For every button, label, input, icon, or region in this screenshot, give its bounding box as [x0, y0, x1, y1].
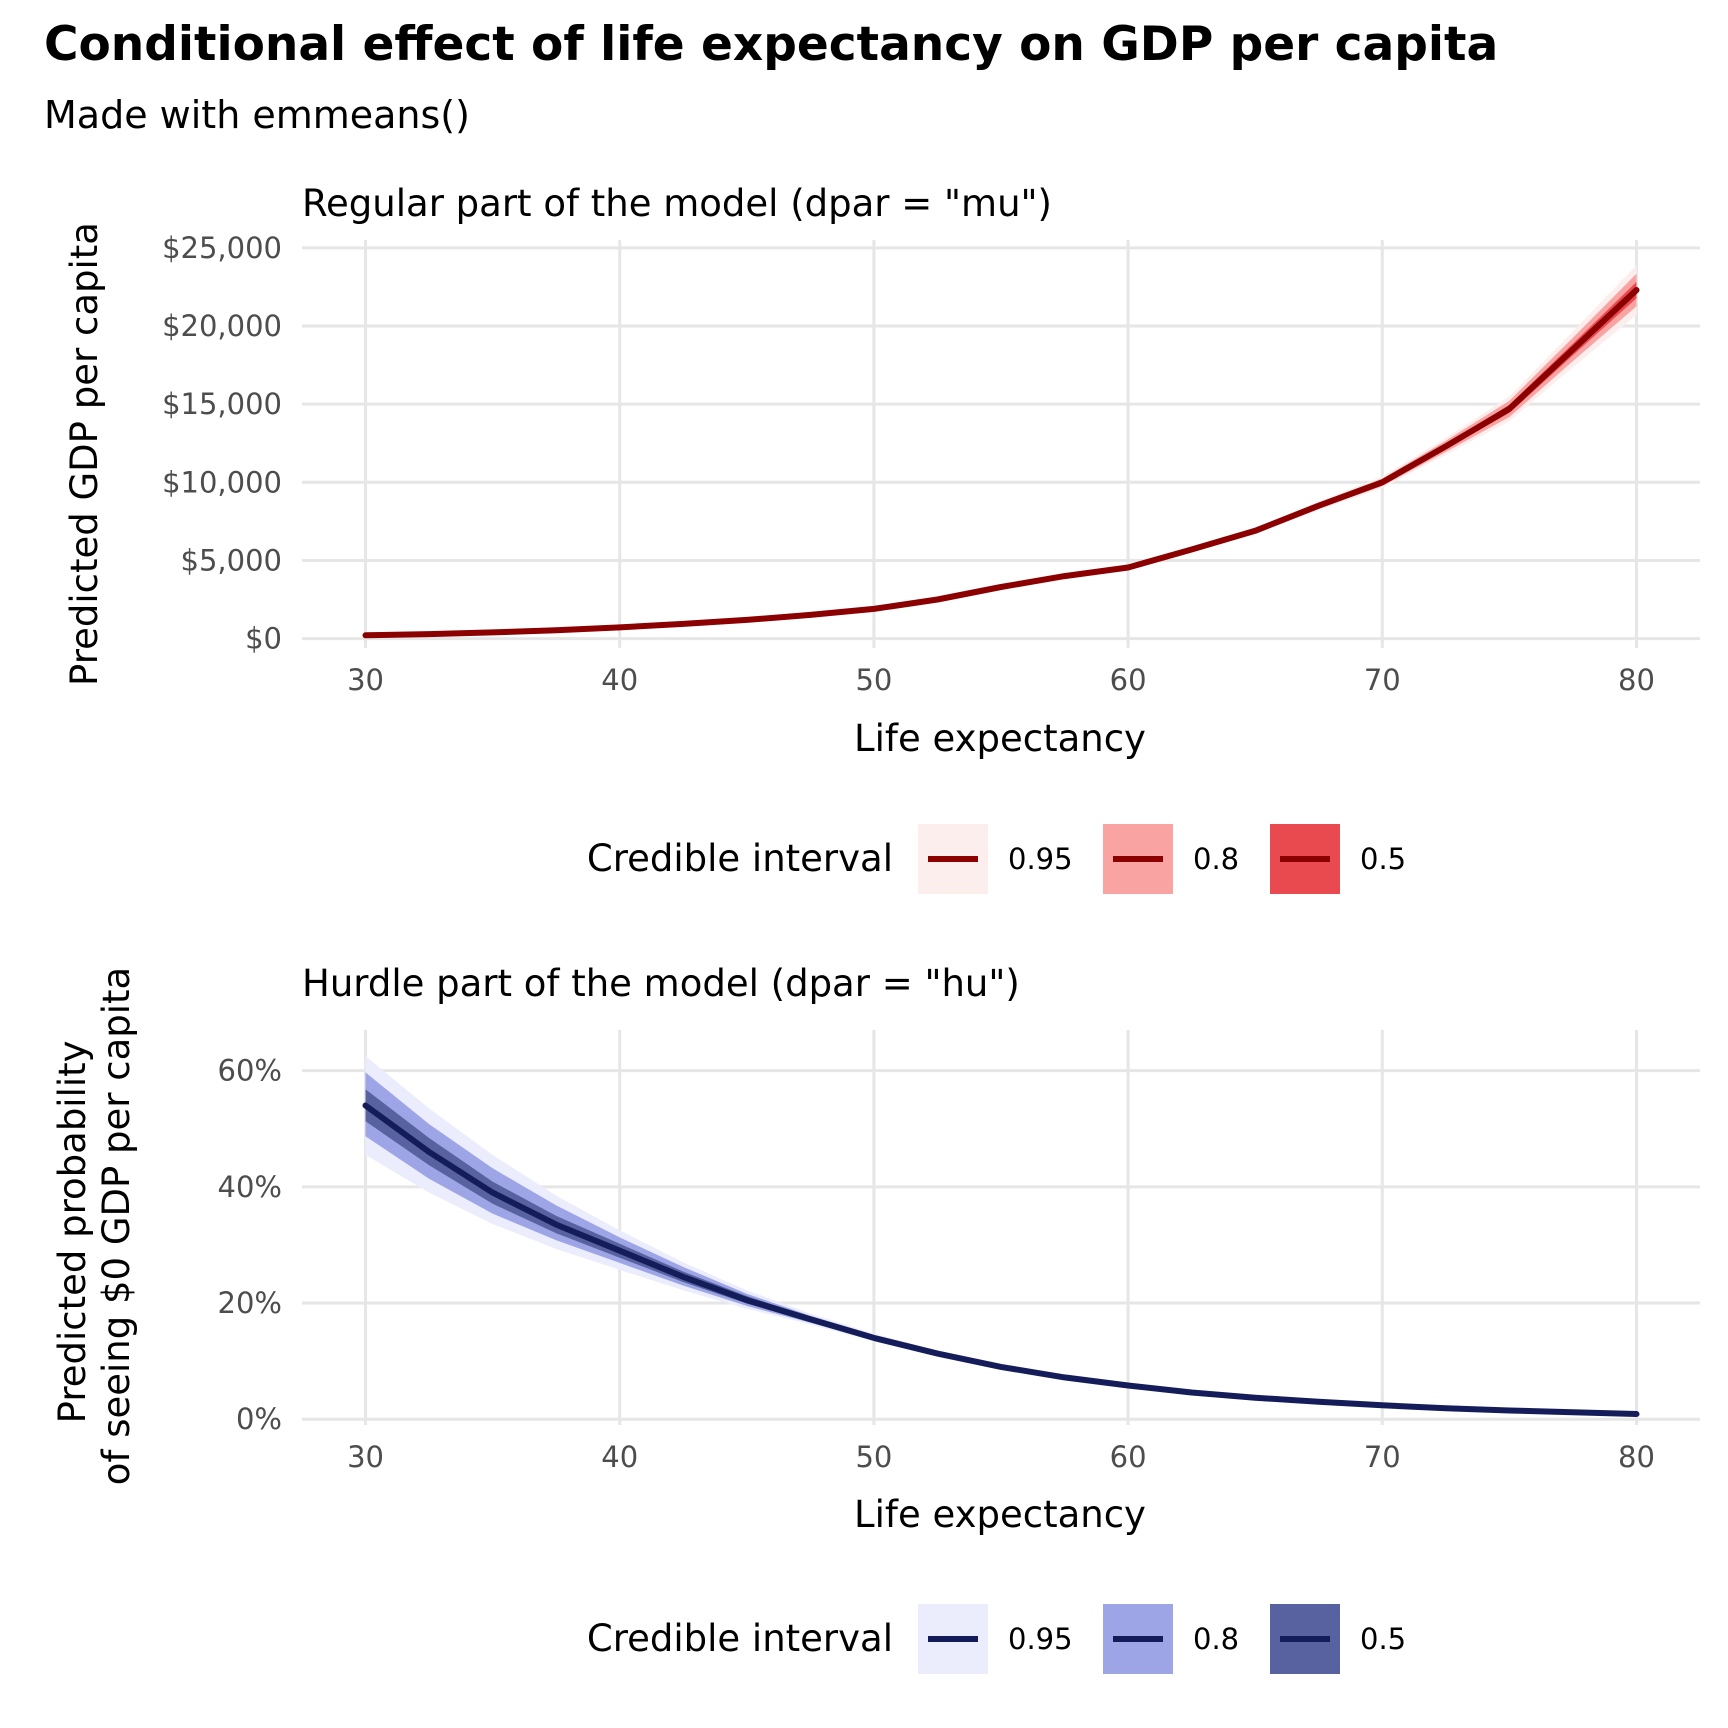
x-tick-label: 40	[601, 1440, 638, 1474]
credible-bands	[365, 265, 1637, 636]
y-tick-label: $5,000	[181, 543, 282, 577]
x-axis-title: Life expectancy	[854, 1493, 1146, 1536]
panel-title-mu: Regular part of the model (dpar = "mu")	[302, 182, 1052, 225]
x-tick-labels: 30 40 50 60 70 80	[347, 663, 1655, 697]
y-tick-label: 20%	[218, 1286, 282, 1320]
y-axis-title-line-1: Predicted probability	[51, 1040, 94, 1423]
x-tick-label: 80	[1618, 1440, 1655, 1474]
x-tick-label: 30	[347, 663, 384, 697]
legend-label: 0.8	[1193, 1622, 1239, 1656]
x-tick-label: 70	[1364, 1440, 1401, 1474]
credible-bands	[365, 1056, 1637, 1416]
x-tick-label: 50	[855, 1440, 892, 1474]
series-line	[362, 1102, 1640, 1417]
legend-key-0.95: 0.95	[918, 824, 1073, 894]
y-tick-label: $15,000	[162, 387, 282, 421]
chart-panel-mu: Regular part of the model (dpar = "mu") …	[63, 182, 1700, 894]
credible-band-ci50	[365, 281, 1637, 636]
y-axis-title: Predicted probability of seeing $0 GDP p…	[51, 967, 138, 1485]
x-tick-label: 70	[1364, 663, 1401, 697]
legend-title: Credible interval	[587, 837, 893, 880]
credible-band-ci80	[365, 1072, 1637, 1416]
series-lines	[362, 287, 1640, 639]
y-tick-label: $25,000	[162, 231, 282, 265]
legend-label: 0.5	[1360, 1622, 1406, 1656]
x-tick-label: 30	[347, 1440, 384, 1474]
legend-hu: Credible interval 0.95 0.8 0.5	[587, 1604, 1406, 1674]
legend-key-0.5: 0.5	[1270, 1604, 1406, 1674]
x-tick-label: 60	[1110, 663, 1147, 697]
legend-label: 0.8	[1193, 842, 1239, 876]
figure-title: Conditional effect of life expectancy on…	[44, 17, 1498, 72]
legend-key-0.8: 0.8	[1103, 824, 1239, 894]
figure-subtitle: Made with emmeans()	[44, 93, 470, 137]
x-tick-label: 40	[601, 663, 638, 697]
legend-key-0.8: 0.8	[1103, 1604, 1239, 1674]
legend-label: 0.95	[1008, 842, 1073, 876]
x-axis-title: Life expectancy	[854, 717, 1146, 760]
y-tick-label: 60%	[218, 1054, 282, 1088]
y-axis-title: Predicted GDP per capita	[63, 222, 106, 686]
chart-panel-hu: Hurdle part of the model (dpar = "hu") 0…	[51, 962, 1700, 1674]
legend-key-0.95: 0.95	[918, 1604, 1073, 1674]
x-tick-label: 60	[1110, 1440, 1147, 1474]
series-line	[362, 287, 1640, 639]
credible-band-ci95	[365, 1056, 1637, 1416]
legend-key-0.5: 0.5	[1270, 824, 1406, 894]
series-lines	[362, 1102, 1640, 1417]
legend-mu: Credible interval 0.95 0.8 0.5	[587, 824, 1406, 894]
x-tick-label: 80	[1618, 663, 1655, 697]
y-tick-labels: 0% 20% 40% 60%	[218, 1054, 282, 1437]
legend-label: 0.95	[1008, 1622, 1073, 1656]
legend-label: 0.5	[1360, 842, 1406, 876]
y-tick-label: 0%	[236, 1402, 282, 1436]
x-tick-labels: 30 40 50 60 70 80	[347, 1440, 1655, 1474]
y-tick-label: $0	[245, 622, 282, 656]
y-tick-label: $20,000	[162, 309, 282, 343]
x-tick-label: 50	[855, 663, 892, 697]
legend-title: Credible interval	[587, 1617, 893, 1660]
y-axis-title-line-2: of seeing $0 GDP per capita	[95, 967, 138, 1485]
y-tick-label: $10,000	[162, 465, 282, 499]
y-tick-label: 40%	[218, 1170, 282, 1204]
y-tick-labels: $0 $5,000 $10,000 $15,000 $20,000 $25,000	[162, 231, 282, 656]
panel-title-hu: Hurdle part of the model (dpar = "hu")	[302, 962, 1020, 1005]
